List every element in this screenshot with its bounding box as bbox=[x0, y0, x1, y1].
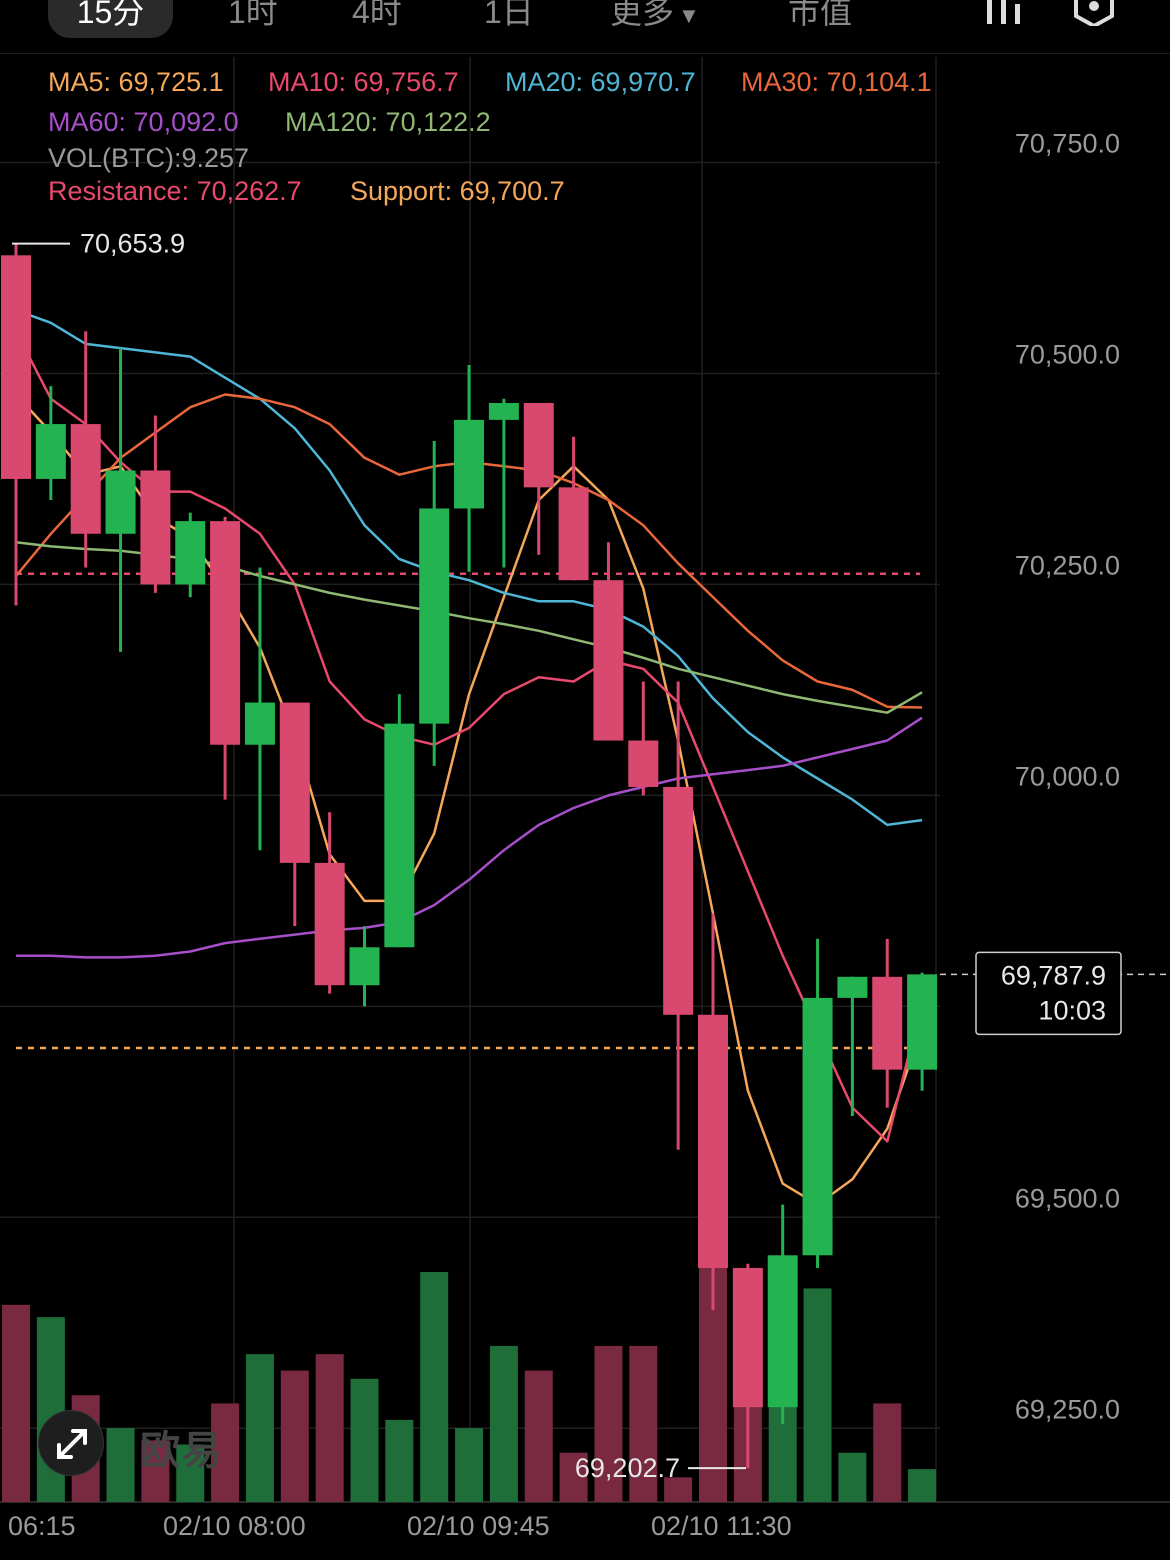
volume-bar bbox=[803, 1288, 832, 1502]
volume-bar bbox=[385, 1419, 414, 1502]
candle-body bbox=[488, 402, 519, 420]
y-axis: 70,750.0 70,500.0 70,250.0 70,000.0 69,500.0… bbox=[1015, 128, 1120, 1424]
volume-bar bbox=[838, 1452, 867, 1502]
candle-body bbox=[175, 521, 206, 585]
x-tick-label: 02/10 08:00 bbox=[163, 1511, 306, 1541]
volume-bar bbox=[455, 1428, 484, 1502]
ma-line-ma60 bbox=[16, 716, 923, 959]
volume-bar bbox=[245, 1354, 274, 1502]
legend-ma120: MA120: 70,122.2 bbox=[285, 107, 491, 137]
candle-body bbox=[279, 702, 310, 863]
candle-body bbox=[314, 862, 345, 986]
candle-countdown: 10:03 bbox=[1038, 995, 1106, 1025]
y-tick-label: 70,500.0 bbox=[1015, 339, 1120, 369]
x-tick-label: 06:15 bbox=[8, 1511, 76, 1541]
volume-bar bbox=[489, 1345, 518, 1502]
hexagon-settings-icon[interactable] bbox=[1072, 0, 1116, 26]
tab-4h[interactable]: 4时 bbox=[352, 0, 402, 30]
legend-ma10: MA10: 69,756.7 bbox=[268, 67, 459, 97]
volume-bar bbox=[2, 1304, 30, 1502]
candle-body bbox=[1, 255, 31, 479]
ma-line-ma20 bbox=[15, 309, 923, 827]
volume-bar bbox=[420, 1272, 449, 1502]
candle-body bbox=[593, 580, 624, 741]
candle-body bbox=[558, 487, 589, 581]
volume-bar bbox=[559, 1452, 588, 1502]
tab-market-cap[interactable]: 市值 bbox=[788, 0, 853, 30]
candle-body bbox=[837, 976, 868, 998]
x-tick-label: 02/10 09:45 bbox=[407, 1511, 550, 1541]
candle-body bbox=[663, 786, 694, 1015]
indicator-bars-icon[interactable] bbox=[982, 0, 1026, 26]
candle-body bbox=[210, 521, 241, 745]
grid bbox=[0, 57, 1170, 1503]
x-axis: 06:15 02/10 08:00 02/10 09:45 02/10 11:30 bbox=[8, 1511, 792, 1541]
candle-body bbox=[907, 974, 938, 1070]
tab-more[interactable]: 更多 ▼ bbox=[610, 0, 700, 38]
candle-body bbox=[105, 470, 136, 534]
legend-ma30: MA30: 70,104.1 bbox=[741, 67, 932, 97]
candle-body bbox=[698, 1014, 728, 1268]
legend-support: Support: 69,700.7 bbox=[350, 176, 565, 206]
high-marker-label: 70,653.9 bbox=[80, 229, 185, 259]
candle-body bbox=[244, 702, 275, 745]
volume-bar bbox=[141, 1440, 170, 1502]
interval-tab-bar: 15分 1时 4时 1日 更多 ▼ 市值 bbox=[0, 0, 1170, 54]
low-marker-label: 69,202.7 bbox=[575, 1453, 680, 1483]
y-tick-label: 70,000.0 bbox=[1015, 761, 1120, 791]
legend-resistance: Resistance: 70,262.7 bbox=[48, 176, 302, 206]
volume-bar bbox=[664, 1477, 693, 1502]
chevron-down-icon: ▼ bbox=[678, 3, 700, 28]
volume-bars bbox=[2, 1239, 937, 1502]
candle-body bbox=[802, 997, 833, 1256]
expand-button[interactable] bbox=[38, 1410, 104, 1476]
legend-volume: VOL(BTC):9.257 bbox=[48, 143, 249, 173]
y-tick-label: 69,250.0 bbox=[1015, 1394, 1120, 1424]
legend-ma20: MA20: 69,970.7 bbox=[505, 67, 696, 97]
candle-body bbox=[523, 402, 554, 488]
candle-body bbox=[384, 723, 415, 948]
candle-body bbox=[767, 1255, 798, 1408]
candle-body bbox=[454, 419, 485, 509]
volume-bar bbox=[594, 1345, 623, 1502]
price-markers: 70,653.9 69,202.7 69,787.9 10:03 bbox=[12, 229, 1170, 1483]
volume-bar bbox=[524, 1370, 553, 1502]
candle-body bbox=[35, 424, 66, 479]
volume-bar bbox=[176, 1444, 205, 1502]
tab-1d[interactable]: 1日 bbox=[484, 0, 534, 30]
current-price-label: 69,787.9 bbox=[1001, 960, 1106, 990]
candle-body bbox=[140, 470, 171, 585]
volume-bar bbox=[908, 1469, 937, 1502]
volume-bar bbox=[873, 1403, 902, 1502]
volume-bar bbox=[629, 1345, 658, 1502]
y-tick-label: 70,750.0 bbox=[1015, 128, 1120, 158]
x-tick-label: 02/10 11:30 bbox=[651, 1511, 792, 1541]
support-resistance-lines bbox=[16, 572, 920, 1050]
candle-body bbox=[628, 740, 659, 787]
legend-ma60: MA60: 70,092.0 bbox=[48, 107, 239, 137]
tab-1h[interactable]: 1时 bbox=[228, 0, 278, 30]
candle-body bbox=[70, 424, 101, 534]
current-price-box[interactable] bbox=[975, 951, 1122, 1036]
candle-body bbox=[419, 508, 450, 724]
exchange-watermark: 欧易 bbox=[140, 1429, 224, 1473]
candle-body bbox=[732, 1267, 763, 1408]
volume-bar bbox=[211, 1403, 240, 1502]
volume-bar bbox=[315, 1354, 344, 1502]
legend-ma5: MA5: 69,725.1 bbox=[48, 67, 224, 97]
y-tick-label: 69,500.0 bbox=[1015, 1183, 1120, 1213]
volume-bar bbox=[106, 1428, 135, 1502]
volume-bar bbox=[350, 1378, 379, 1502]
candle-body bbox=[349, 947, 380, 986]
volume-bar bbox=[280, 1370, 309, 1502]
expand-icon bbox=[57, 1429, 87, 1459]
tab-more-label: 更多 bbox=[610, 0, 675, 30]
indicator-legend: MA5: 69,725.1 MA10: 69,756.7 MA20: 69,97… bbox=[48, 67, 932, 206]
candles bbox=[1, 243, 938, 1469]
tab-15m[interactable]: 15分 bbox=[48, 0, 173, 38]
y-tick-label: 70,250.0 bbox=[1015, 550, 1120, 580]
candle-body bbox=[872, 976, 903, 1070]
